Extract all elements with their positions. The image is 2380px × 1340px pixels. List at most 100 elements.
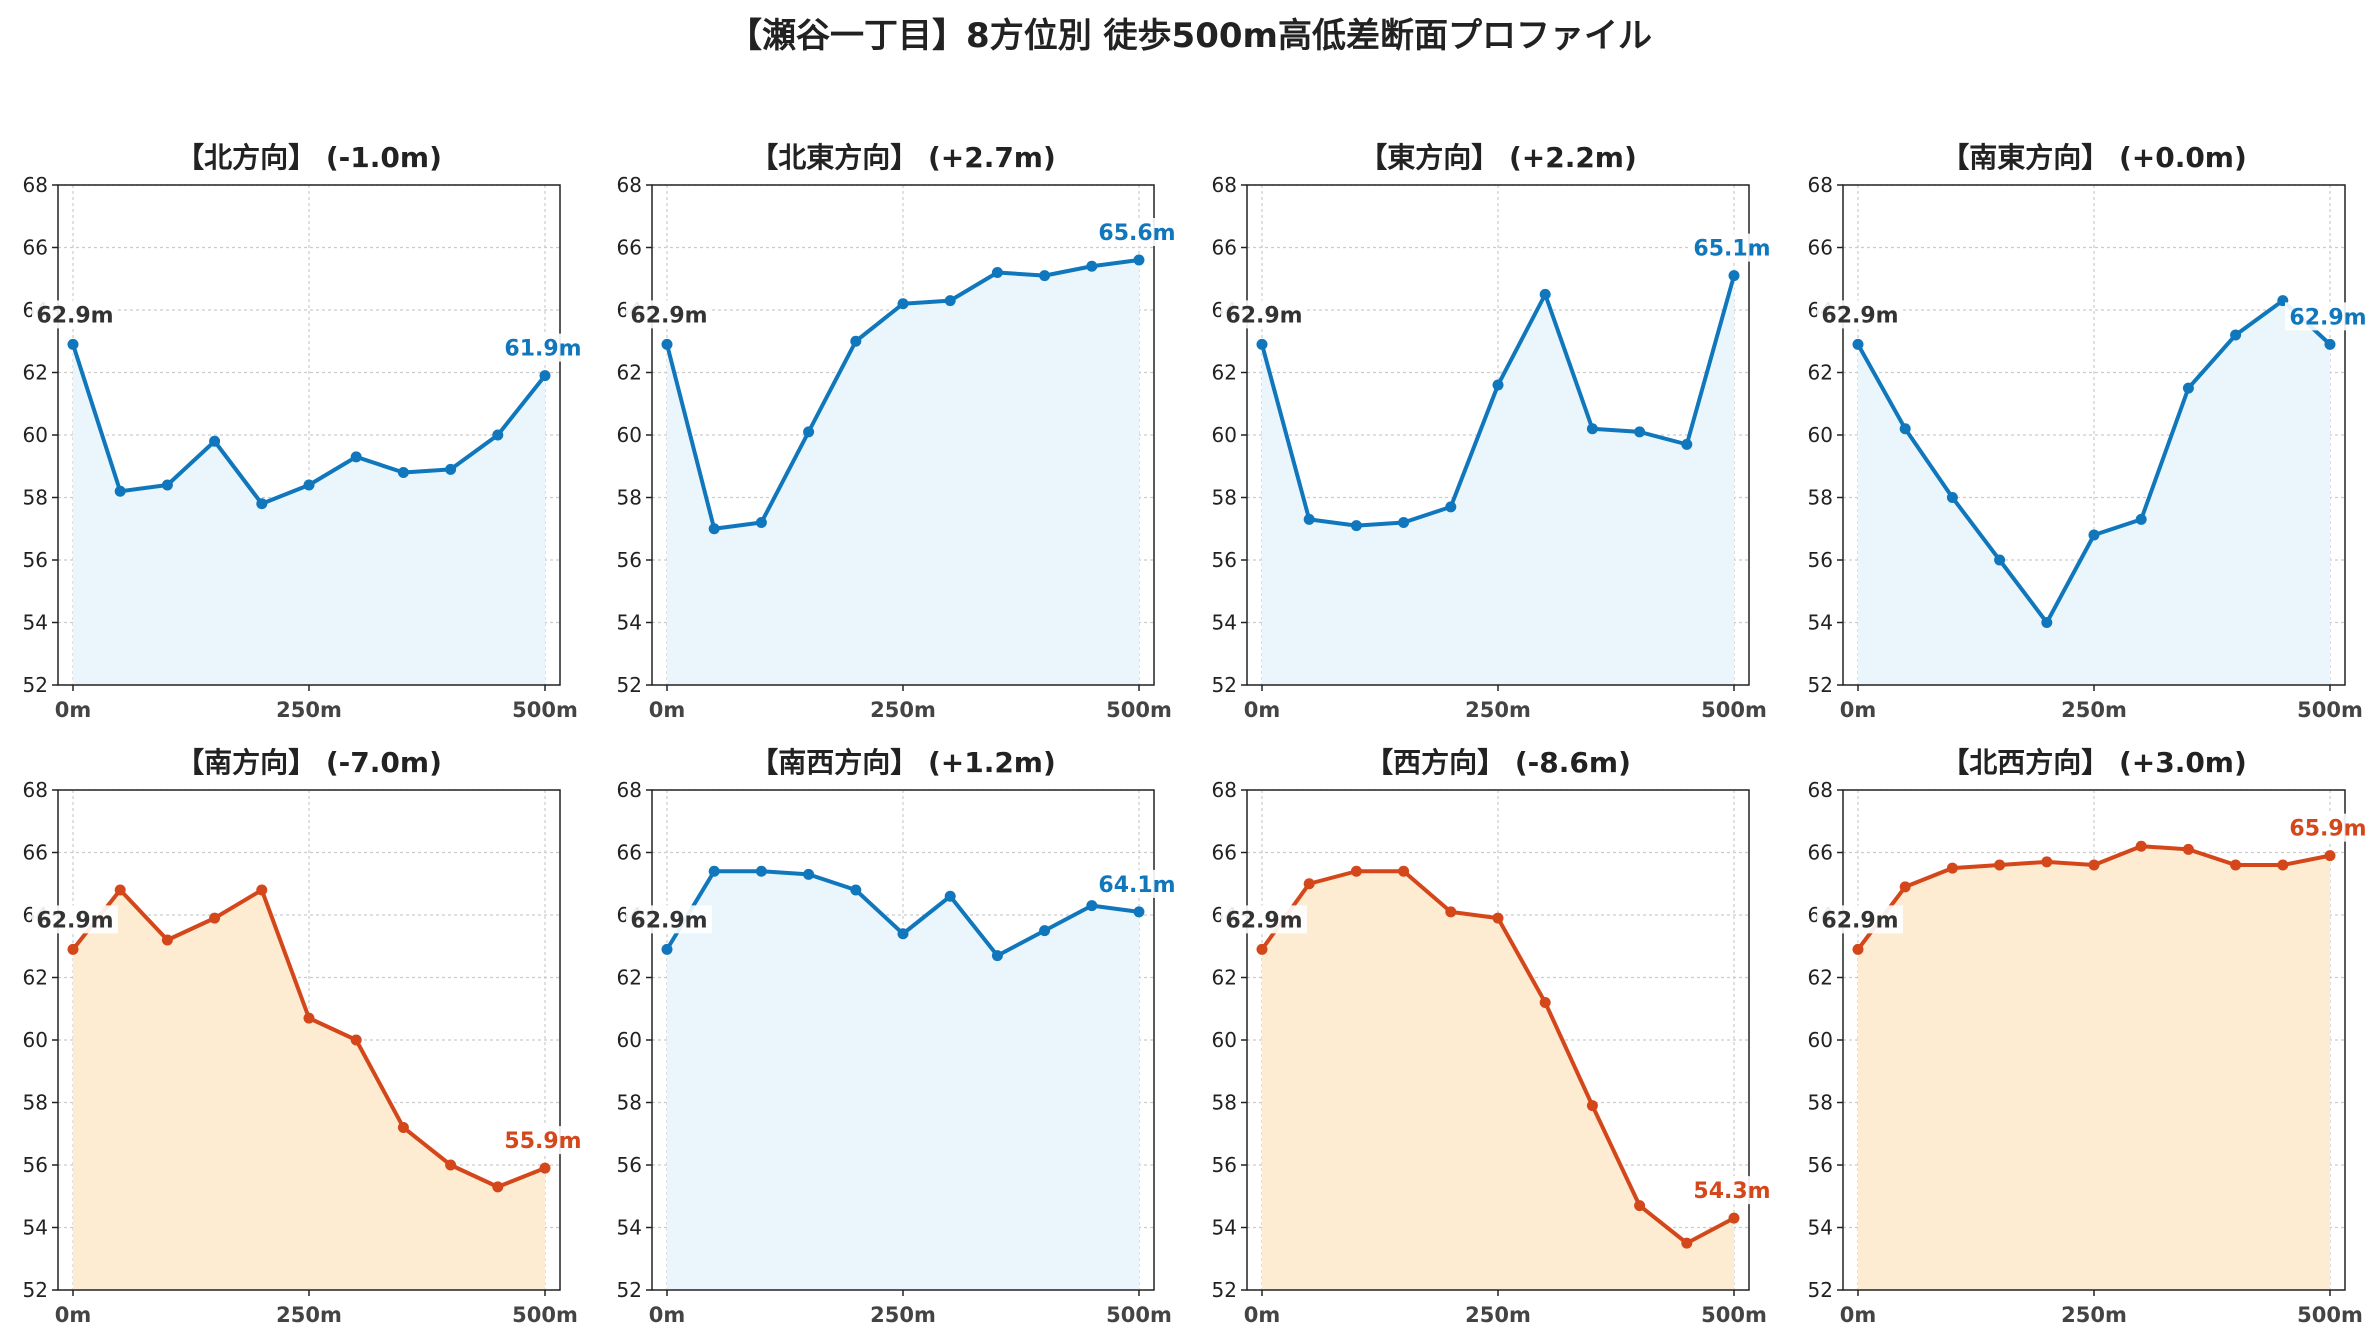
x-tick-label: 500m [1701,698,1767,722]
data-point [1445,906,1457,918]
data-point [114,485,126,497]
profile-area [73,890,545,1290]
data-point [1586,423,1598,435]
end-label: 61.9m [504,337,581,362]
y-tick-label: 60 [23,1028,48,1052]
data-point [1086,900,1098,912]
data-point [1539,288,1551,300]
end-label-box [1094,869,1180,898]
end-label-box [1094,218,1180,246]
data-point [708,865,720,877]
start-label-box [32,300,118,329]
data-point [2324,850,2336,862]
panel-title: 【北西方向】 (+3.0m) [1941,746,2247,779]
y-tick-label: 66 [617,841,642,865]
y-tick-label: 56 [617,548,642,572]
y-tick-label: 56 [23,548,48,572]
y-tick-label: 68 [617,778,642,802]
data-point [1899,423,1911,435]
end-label: 62.9m [2289,305,2366,330]
data-point [1256,338,1268,350]
data-point [897,298,909,310]
data-point [397,1122,409,1133]
data-point [2230,859,2242,871]
panel-title: 【南西方向】 (+1.2m) [750,746,1056,779]
data-point [445,463,457,475]
x-tick-label: 0m [1840,698,1877,722]
y-tick-label: 66 [23,841,48,865]
data-point [2135,840,2147,852]
x-tick-label: 0m [1840,1303,1877,1327]
profile-area [1262,871,1734,1290]
data-point [2230,329,2242,341]
x-tick-label: 250m [2061,1303,2127,1327]
data-point [1398,865,1410,877]
end-label: 65.1m [1693,237,1770,262]
y-tick-label: 54 [1212,611,1237,635]
data-point [1492,379,1504,391]
panel-3: 【南東方向】 (+0.0m)5254565860626466680m250m50… [1808,141,2371,722]
y-tick-label: 62 [23,966,48,990]
y-tick-label: 54 [1212,1216,1237,1240]
data-point [1492,912,1504,924]
y-tick-label: 62 [1212,966,1237,990]
y-tick-label: 62 [617,966,642,990]
end-label: 65.9m [2289,817,2366,842]
data-point [209,435,221,447]
y-tick-label: 60 [1212,1028,1237,1052]
start-label: 62.9m [630,908,707,933]
y-tick-label: 52 [617,673,642,697]
x-tick-label: 250m [276,1303,342,1327]
y-tick-label: 52 [1212,673,1237,697]
x-tick-label: 250m [1465,698,1531,722]
end-label-box [1689,233,1775,262]
x-tick-label: 0m [1244,1303,1281,1327]
start-label: 62.9m [1821,303,1898,328]
x-tick-label: 500m [512,698,578,722]
y-tick-label: 66 [1808,236,1833,260]
y-tick-label: 62 [617,361,642,385]
start-label: 62.9m [1821,908,1898,933]
data-point [1350,865,1362,877]
y-tick-label: 52 [617,1278,642,1302]
panel-2: 【東方向】 (+2.2m)5254565860626466680m250m500… [1212,141,1775,722]
data-point [803,868,815,880]
data-point [661,943,673,955]
data-point [1852,943,1864,955]
y-tick-label: 60 [1808,1028,1833,1052]
y-tick-label: 54 [617,1216,642,1240]
y-tick-label: 60 [1808,423,1833,447]
data-point [1681,438,1693,450]
data-point [256,884,268,896]
end-label-box [2285,302,2371,331]
start-label: 62.9m [1225,908,1302,933]
panel-title: 【東方向】 (+2.2m) [1359,141,1637,174]
data-point [67,943,79,955]
y-tick-label: 58 [617,1091,642,1115]
data-point [1133,906,1145,918]
start-label: 62.9m [1225,303,1302,328]
y-tick-label: 66 [1808,841,1833,865]
y-tick-label: 58 [23,486,48,510]
end-label-box [2285,813,2371,842]
y-tick-label: 56 [1808,1153,1833,1177]
data-point [161,934,173,946]
panel-6: 【西方向】 (-8.6m)5254565860626466680m250m500… [1212,746,1775,1327]
profile-area [667,871,1139,1290]
y-tick-label: 62 [1212,361,1237,385]
data-point [755,517,767,528]
panel-4: 【南方向】 (-7.0m)5254565860626466680m250m500… [23,746,586,1327]
data-point [1586,1100,1598,1112]
y-tick-label: 52 [23,673,48,697]
data-point [1303,878,1315,890]
panel-title: 【南東方向】 (+0.0m) [1941,141,2247,174]
data-point [1728,270,1740,282]
x-tick-label: 0m [649,698,686,722]
y-tick-label: 58 [617,486,642,510]
y-tick-label: 54 [1808,611,1833,635]
x-tick-label: 0m [1244,698,1281,722]
y-tick-label: 68 [1212,778,1237,802]
x-tick-label: 250m [276,698,342,722]
start-label: 62.9m [36,303,113,328]
